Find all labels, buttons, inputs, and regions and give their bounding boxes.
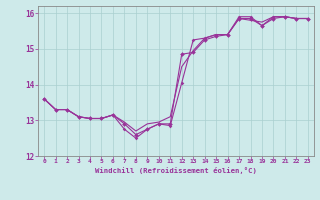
X-axis label: Windchill (Refroidissement éolien,°C): Windchill (Refroidissement éolien,°C) (95, 167, 257, 174)
